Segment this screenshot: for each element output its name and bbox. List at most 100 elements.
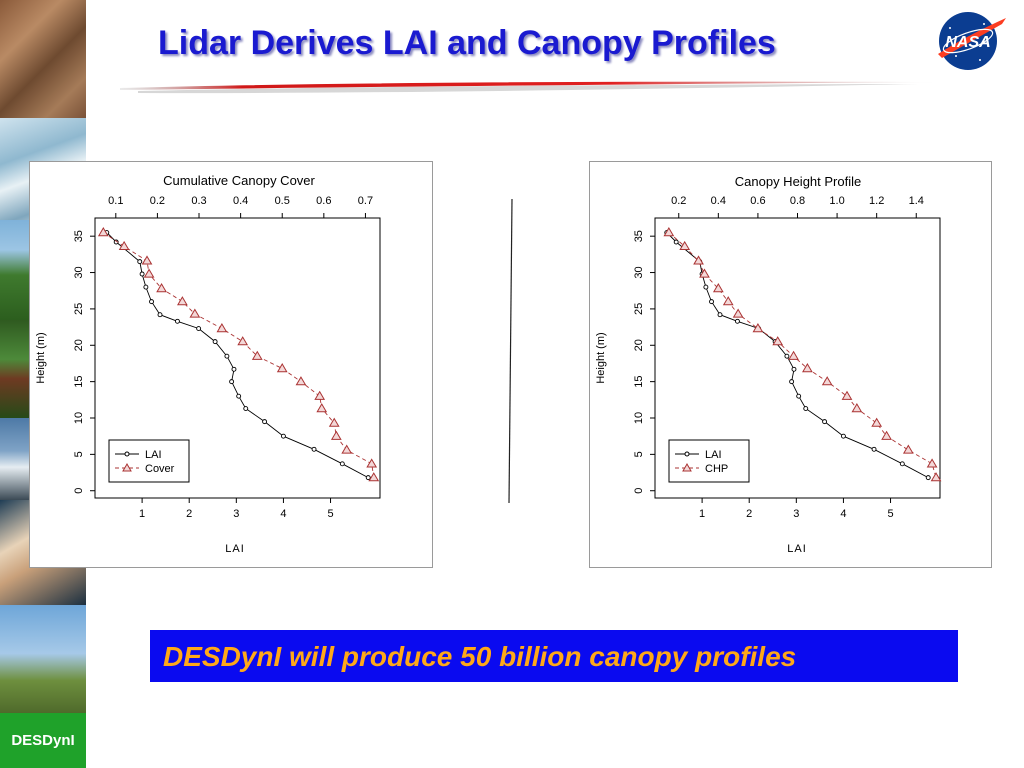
data-point [328,417,340,427]
data-point [925,475,931,481]
data-point [663,227,675,237]
y-tick-label: 30 [73,266,85,278]
data-point [141,255,153,265]
data-point [841,390,853,400]
legend-marker [682,462,692,472]
nasa-logo: NASA [938,12,1006,70]
data-point [251,350,263,360]
x-tick-label: 1 [139,508,145,520]
data-point [139,271,145,277]
x-tick-label: 1 [699,508,705,520]
y-tick-label: 35 [633,230,645,242]
divider-line [508,198,513,504]
data-point [796,393,802,399]
data-point [97,227,109,237]
y-tick-label: 25 [633,303,645,315]
top-tick-label: 1.0 [829,195,844,207]
data-point [156,283,167,293]
data-point [712,283,724,293]
y-tick-label: 5 [73,451,85,457]
data-point [784,353,790,359]
top-tick-label: 0.6 [316,195,331,207]
data-point [216,323,228,333]
top-tick-label: 0.1 [108,195,123,207]
nasa-logo-text: NASA [945,34,990,51]
axes-layer: 1 2 3 4 5 0 5 10 15 20 25 30 35 0.1 0.2 0.3 0.4 0.5 0.6 0.7 [73,195,373,520]
data-point [176,296,188,306]
y-axis-label: Height (m) [595,332,607,383]
y-tick-label: 30 [633,266,645,278]
data-point [709,299,714,305]
data-point [280,433,286,439]
data-point [237,336,249,346]
data-point [341,444,353,454]
legend-label: LAI [145,449,162,461]
legend-box [108,439,190,483]
data-point [189,308,201,318]
legend: LAI Cover [108,439,190,483]
data-point [368,472,380,482]
data-point [295,376,307,386]
data-point [717,312,723,318]
data-point [243,406,249,411]
y-tick-label: 15 [73,376,85,388]
data-point [314,390,326,400]
chart-canopy-height-profile: Canopy Height Profile 1 2 3 4 5 0 5 10 15 20 25 30 3… [589,161,992,568]
x-tick-label: 2 [746,508,752,520]
top-tick-label: 0.4 [711,195,726,207]
y-tick-label: 10 [73,412,85,424]
top-tick-label: 0.3 [191,195,206,207]
data-point [311,446,317,452]
y-tick-label: 15 [633,376,645,388]
data-point [772,336,784,346]
chart-svg: Cumulative Canopy Cover 1 2 3 4 5 0 5 10 15 20 25 3… [35,173,381,555]
data-point [789,379,795,385]
legend-label: LAI [705,449,722,461]
data-point [149,299,154,305]
legend-marker [124,451,130,457]
data-point [143,284,149,290]
data-point [791,366,797,372]
data-point [365,475,371,481]
data-point [673,239,679,245]
x-tick-label: 4 [280,508,286,520]
top-tick-label: 0.6 [750,195,765,207]
top-tick-label: 0.2 [150,195,165,207]
legend-label: Cover [145,463,175,475]
legend-label: CHP [705,463,728,475]
data-point [881,430,892,440]
data-point [236,393,242,399]
y-tick-label: 5 [633,451,645,457]
data-point [732,308,744,318]
plot-frame [94,217,381,499]
y-tick-label: 0 [73,488,85,494]
data-point [262,419,268,425]
y-tick-label: 20 [633,339,645,351]
x-tick-label: 5 [887,508,893,520]
x-tick-label: 4 [840,508,846,520]
top-tick-label: 0.2 [671,195,686,207]
data-point [693,255,704,265]
data-point [229,379,235,385]
x-tick-label: 3 [233,508,239,520]
legend-box [668,439,750,483]
data-point [137,259,143,265]
data-point [157,312,163,318]
chart-title: Cumulative Canopy Cover [163,173,315,188]
data-point [143,268,155,278]
top-tick-label: 0.5 [275,195,290,207]
data-point [339,461,345,467]
title-underline-swoosh [120,81,936,94]
data-point [224,353,230,359]
y-tick-label: 35 [73,230,85,242]
y-axis-label: Height (m) [35,332,47,383]
data-point [752,323,764,333]
slide-title: Lidar Derives LAI and Canopy Profiles [158,24,776,62]
data-point [118,240,130,251]
y-tick-label: 0 [633,488,645,494]
side-label: DESDynI [0,713,86,768]
data-point [734,318,740,324]
x-tick-label: 5 [327,508,333,520]
data-point [821,376,833,386]
data-point [822,419,828,425]
